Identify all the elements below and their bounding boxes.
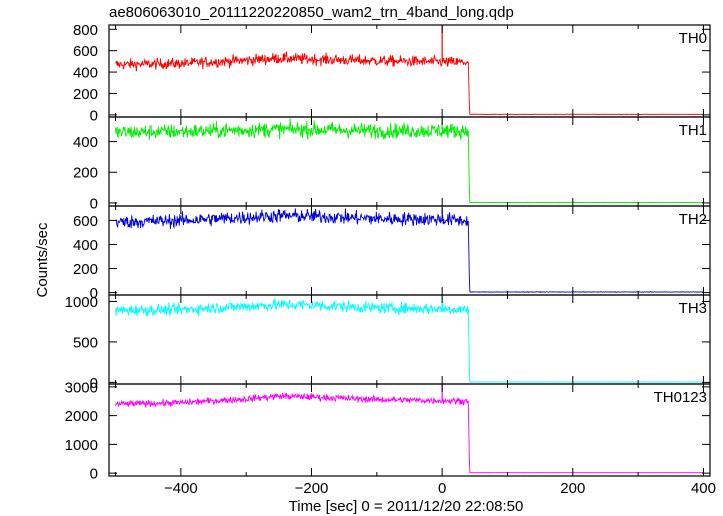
x-tick-label: −400 (164, 480, 198, 497)
panel-label-th3: TH3 (679, 300, 707, 317)
series-line-th3 (115, 298, 704, 383)
series-line-th0123 (115, 392, 703, 474)
y-tick-label: 400 (73, 134, 98, 151)
panel-frame-th0 (108, 24, 711, 118)
y-axis-label: Counts/sec (34, 222, 51, 298)
x-tick-label: −200 (295, 480, 329, 497)
y-tick-label: 0 (90, 195, 98, 212)
x-tick-label: 400 (691, 480, 716, 497)
panel-label-th0123: TH0123 (654, 389, 707, 406)
y-tick-label: 1000 (65, 437, 98, 454)
y-tick-label: 200 (73, 165, 98, 182)
panel-frame-th0123 (108, 383, 711, 477)
y-tick-label: 600 (73, 213, 98, 230)
chart-panels: 0 200 400 600 800 TH0 0 200 400 TH1 0 200 400 600 TH2 0… (65, 22, 716, 497)
y-tick-label: 200 (73, 261, 98, 278)
x-axis-label: Time [sec] 0 = 2011/12/20 22:08:50 (289, 498, 524, 515)
y-tick-label: 500 (73, 334, 98, 351)
series-line-th1 (115, 118, 704, 204)
x-tick-label: 200 (560, 480, 585, 497)
panel-label-th1: TH1 (679, 122, 707, 139)
y-tick-label: 0 (90, 285, 98, 302)
y-tick-label: 3000 (65, 379, 98, 396)
series-line-th0 (115, 51, 703, 116)
y-tick-label: 200 (73, 86, 98, 103)
y-tick-label: 600 (73, 43, 98, 60)
chart-title: ae806063010_20111220220850_wam2_trn_4ban… (109, 4, 514, 21)
x-tick-label: 0 (438, 480, 446, 497)
y-tick-label: 800 (73, 22, 98, 39)
y-tick-label: 400 (73, 237, 98, 254)
panel-label-th0: TH0 (679, 30, 707, 47)
y-tick-label: 0 (90, 375, 98, 392)
panel-label-th2: TH2 (679, 211, 707, 228)
y-tick-label: 1000 (65, 294, 98, 311)
y-tick-label: 400 (73, 65, 98, 82)
series-line-th2 (115, 208, 703, 294)
y-tick-label: 0 (90, 466, 98, 483)
y-tick-label: 2000 (65, 408, 98, 425)
y-tick-label: 0 (90, 107, 98, 124)
